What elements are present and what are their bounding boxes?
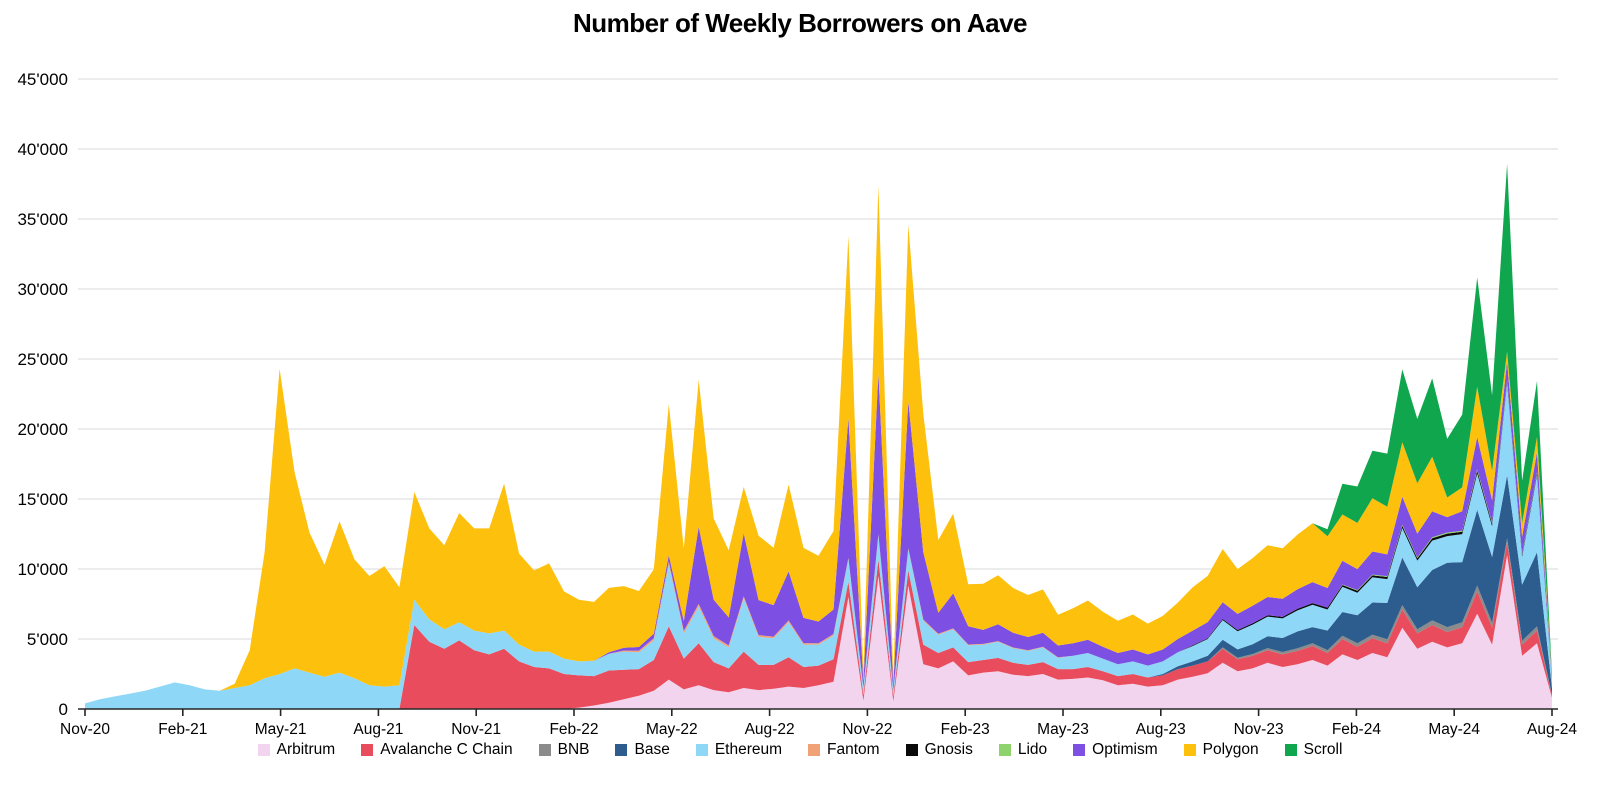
x-tick-label: May-23 [1037,721,1089,738]
y-tick-label: 5'000 [27,630,68,649]
x-tick-label: Nov-20 [60,721,110,738]
x-tick-label: Feb-24 [1332,721,1381,738]
legend-label: Arbitrum [276,741,336,758]
x-tick-label: Feb-23 [941,721,990,738]
legend-swatch [905,744,918,756]
area-ethereum [85,382,1552,709]
legend-swatch [615,744,628,756]
legend-label: Polygon [1202,741,1259,758]
y-tick-label: 15'000 [17,490,68,509]
legend-item-bnb: BNB [538,741,590,759]
legend-item-arbitrum: Arbitrum [257,741,336,759]
legend-item-polygon: Polygon [1183,741,1259,759]
x-tick-label: Nov-21 [451,721,501,738]
legend-swatch [257,744,270,756]
y-tick-label: 10'000 [17,560,68,579]
y-tick-label: 20'000 [17,420,68,439]
legend-label: BNB [557,741,590,758]
x-tick-label: Feb-22 [549,721,598,738]
legend-label: Lido [1017,741,1048,758]
legend-label: Ethereum [714,741,783,758]
legend-label: Gnosis [924,741,973,758]
y-tick-label: 40'000 [17,140,68,159]
legend-item-gnosis: Gnosis [905,741,973,759]
legend-swatch [998,744,1011,756]
legend-label: Avalanche C Chain [380,741,513,758]
area-arbitrum [85,555,1552,709]
x-tick-label: May-24 [1428,721,1480,738]
legend-swatch [695,744,708,756]
legend-item-base: Base [615,741,670,759]
legend-label: Optimism [1092,741,1158,758]
area-polygon [85,185,1552,704]
legend-label: Base [634,741,670,758]
x-tick-label: May-22 [646,721,698,738]
x-tick-label: Aug-22 [745,721,795,738]
x-tick-label: Aug-21 [353,721,403,738]
x-tick-label: Feb-21 [158,721,207,738]
legend-item-optimism: Optimism [1073,741,1158,759]
legend-item-ethereum: Ethereum [695,741,783,759]
x-tick-label: Aug-23 [1136,721,1186,738]
x-tick-label: Aug-24 [1527,721,1577,738]
legend-swatch [1183,744,1196,756]
legend-item-fantom: Fantom [808,741,880,759]
legend-swatch [1073,744,1086,756]
legend-label: Fantom [827,741,880,758]
legend-item-lido: Lido [998,741,1048,759]
y-tick-label: 25'000 [17,350,68,369]
legend-label: Scroll [1303,741,1343,758]
chart-title: Number of Weekly Borrowers on Aave [572,8,1028,38]
legend-swatch [808,744,821,756]
y-tick-label: 0 [59,700,68,719]
legend-swatch [538,744,551,756]
area-optimism [85,361,1552,704]
x-tick-label: Nov-22 [842,721,892,738]
legend-item-avalanche-c-chain: Avalanche C Chain [361,741,513,759]
stacked-area-plot: 0 5'000 10'000 15'000 20'000 25'000 30'000 35'0… [17,70,1577,738]
x-tick-label: May-21 [255,721,307,738]
legend-swatch [361,744,374,756]
y-tick-label: 35'000 [17,210,68,229]
y-tick-label: 45'000 [17,70,68,89]
legend-swatch [1284,744,1297,756]
chart-legend: Arbitrum Avalanche C Chain BNB Base Ethereum… [0,741,1600,759]
legend-item-scroll: Scroll [1284,741,1343,759]
y-tick-label: 30'000 [17,280,68,299]
x-tick-label: Nov-23 [1234,721,1284,738]
